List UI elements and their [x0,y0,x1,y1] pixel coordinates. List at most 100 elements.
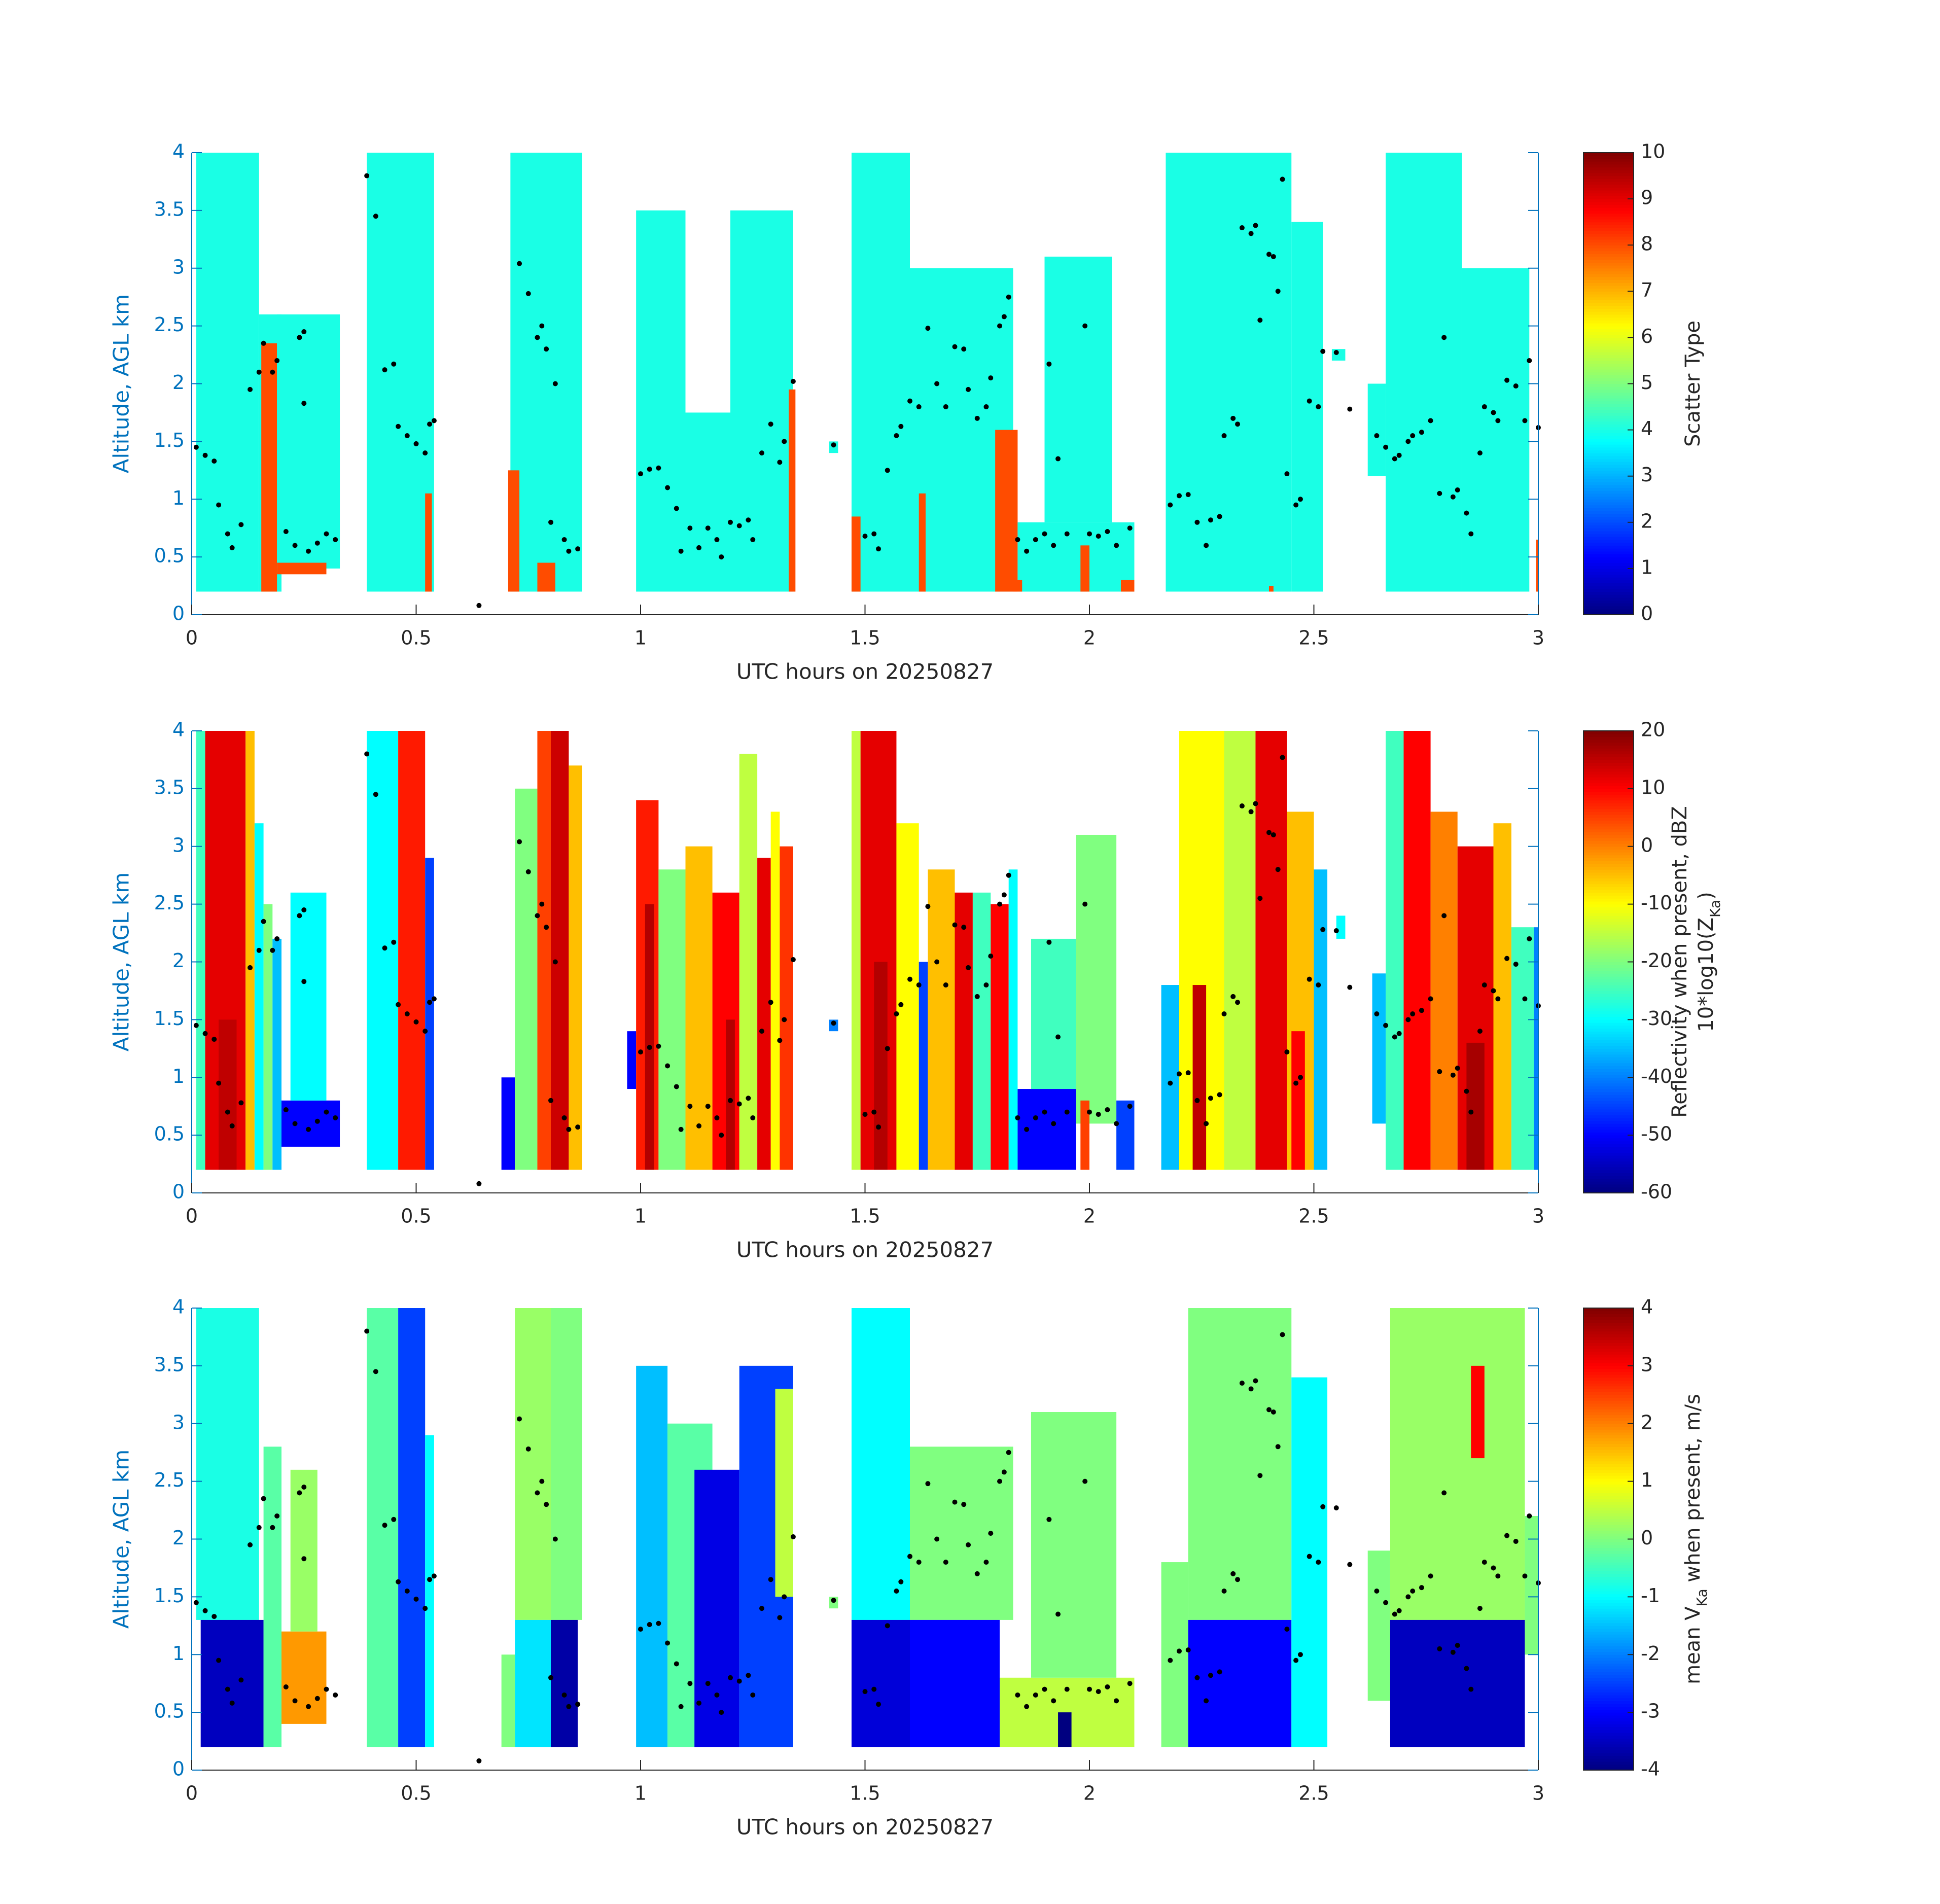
colorbar-band [1583,788,1634,792]
colorbar-band [1583,1348,1634,1352]
colorbar-band [1583,262,1634,266]
colorbar-band [1583,1066,1634,1069]
colorbar-band [1583,594,1634,598]
overlay-point [297,335,302,340]
overlay-point [1096,1112,1101,1117]
colorbar-band [1583,265,1634,269]
overlay-point [736,1678,742,1684]
colorbar-band [1583,1730,1634,1733]
overlay-point [768,1000,773,1005]
overlay-point [229,545,235,550]
overlay-point [871,531,877,537]
overlay-point [665,1640,671,1646]
colorbar-band [1583,1660,1634,1664]
overlay-point [261,1496,266,1501]
colorbar-band [1583,1553,1634,1557]
overlay-point [225,531,230,537]
overlay-point [261,340,266,346]
colorbar-band [1583,230,1634,234]
colorbar-band [1583,762,1634,766]
colorbar-band [1583,820,1634,824]
colorbar-band [1583,1083,1634,1086]
colorbar-band [1583,745,1634,749]
overlay-point [746,1673,751,1678]
colorbar-band [1583,1467,1634,1470]
colorbar-band [1583,372,1634,376]
overlay-point [548,1098,553,1103]
colorbar-band [1583,1418,1634,1421]
overlay-point [1405,1594,1411,1600]
colorbar-band [1583,1365,1634,1369]
colorbar-band [1583,815,1634,818]
colorbar-band [1583,1429,1634,1433]
colorbar-band [1583,1515,1634,1520]
colorbar-band [1583,938,1634,942]
heatmap-cell [219,1019,237,1170]
colorbar-band [1583,239,1634,243]
colorbar-tick-label: -40 [1641,1065,1672,1087]
overlay-point [768,421,773,427]
colorbar-label-part: Ka [1694,1589,1710,1606]
colorbar-band [1583,320,1634,324]
overlay-point [575,1124,581,1130]
colorbar-band [1583,508,1634,511]
colorbar-band [1583,1054,1634,1057]
heatmap-cell [515,1308,551,1620]
overlay-point [1194,519,1200,525]
overlay-point [831,1020,836,1026]
overlay-point [1230,415,1236,421]
heatmap-cell [281,1631,327,1724]
overlay-point [1392,456,1397,462]
colorbar-band [1583,898,1634,902]
heatmap-cell [896,823,919,1170]
overlay-point [656,1043,661,1049]
colorbar-band [1583,1478,1634,1482]
overlay-point [777,1038,783,1043]
heatmap-cell [1080,1100,1089,1170]
colorbar-band [1583,228,1634,231]
colorbar-band [1583,435,1634,439]
heatmap-cell [196,153,259,592]
colorbar-band [1583,591,1634,595]
x-tick-label: 0 [186,1782,198,1805]
colorbar-band [1583,444,1634,448]
colorbar-band [1583,219,1634,223]
heatmap-cell [851,1619,910,1747]
overlay-point [1316,1560,1321,1565]
colorbar-band [1583,1657,1634,1661]
x-tick-label: 1 [634,1782,647,1805]
overlay-point [750,1115,756,1120]
heatmap-cell [1525,1515,1538,1655]
heatmap-cell [1291,1031,1305,1170]
heatmap-cell [515,1619,551,1747]
colorbar-band [1583,233,1634,237]
colorbar-band [1583,1571,1634,1574]
colorbar-band [1583,502,1634,506]
overlay-point [427,1000,433,1005]
heatmap-cell [196,1308,259,1620]
overlay-point [1033,1115,1038,1120]
colorbar-band [1583,534,1634,537]
colorbar-band [1583,1089,1634,1092]
colorbar-band [1583,199,1634,202]
overlay-point [1087,1109,1092,1115]
overlay-point [1374,1588,1380,1594]
heatmap-cell [1120,580,1135,592]
y-tick-label: 2 [172,1527,185,1549]
overlay-point [314,1118,320,1124]
overlay-point [1204,1121,1209,1126]
overlay-point [782,439,787,444]
overlay-point [548,1675,553,1680]
overlay-point [525,1446,531,1452]
colorbar-band [1583,1435,1634,1438]
overlay-point [1248,1386,1254,1392]
colorbar-band [1583,1423,1634,1427]
overlay-point [283,1107,289,1113]
colorbar-band [1583,1721,1634,1724]
colorbar-band [1583,1343,1634,1346]
colorbar-band [1583,1386,1634,1390]
colorbar-band [1583,1363,1634,1366]
colorbar-band [1583,256,1634,260]
overlay-point [988,1531,994,1536]
overlay-point [1428,1573,1433,1579]
